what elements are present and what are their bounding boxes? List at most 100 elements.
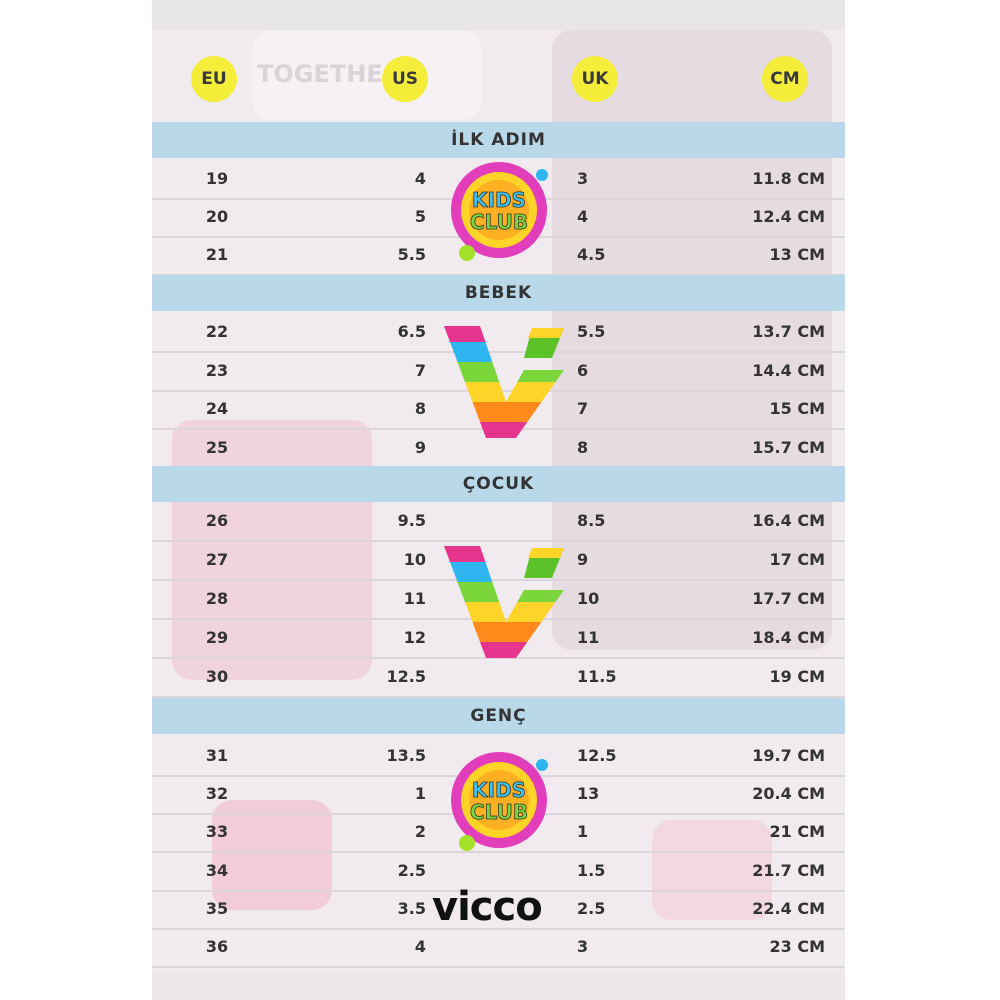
- uk-size: 1.5: [577, 860, 606, 880]
- cm-length: 22.4 CM: [752, 898, 825, 918]
- section-title: İLK ADIM: [451, 130, 546, 150]
- table-row: 30 12.5 11.5 19 CM: [152, 658, 845, 698]
- svg-text:CLUB: CLUB: [470, 800, 528, 824]
- us-size: 4: [414, 169, 426, 188]
- uk-size: 8: [577, 437, 589, 457]
- section-band: GENÇ: [152, 698, 845, 734]
- cm-length: 17.7 CM: [752, 589, 825, 608]
- eu-size: 31: [205, 746, 229, 765]
- section-band: İLK ADIM: [152, 122, 845, 158]
- section-band: ÇOCUK: [152, 466, 845, 502]
- section-title: GENÇ: [470, 706, 527, 726]
- size-chart: TOGETHE EU US UK CM 36 4 3 23 CM 35 3.5 2.5 22.…: [152, 0, 845, 1000]
- section-title: BEBEK: [464, 283, 533, 303]
- background-photo: [172, 420, 372, 680]
- us-size: 11: [403, 589, 426, 608]
- uk-size: 8.5: [577, 511, 606, 530]
- eu-size: 32: [205, 784, 229, 804]
- section-band: BEBEK: [152, 275, 845, 311]
- uk-size: 4.5: [577, 245, 606, 264]
- bottom-strip: [152, 970, 845, 1000]
- us-size: 9.5: [397, 511, 426, 530]
- cm-length: 16.4 CM: [752, 511, 825, 530]
- eu-size: 26: [205, 511, 229, 530]
- uk-size: 6: [577, 360, 589, 380]
- uk-size: 13: [577, 784, 600, 804]
- cm-length: 13.7 CM: [752, 322, 825, 341]
- table-row: 33 2 1 21 CM: [152, 813, 845, 854]
- us-size: 1: [414, 784, 426, 804]
- eu-size: 21: [205, 245, 229, 264]
- us-size: 13.5: [386, 746, 426, 765]
- cm-length: 21.7 CM: [752, 860, 825, 880]
- uk-size: 11.5: [577, 667, 617, 686]
- cm-length: 23 CM: [769, 937, 826, 956]
- cm-length: 20.4 CM: [752, 784, 825, 804]
- header-uk: UK: [572, 56, 618, 102]
- us-size: 2: [414, 822, 426, 842]
- cm-length: 21 CM: [769, 822, 826, 842]
- uk-size: 3: [577, 169, 589, 188]
- eu-size: 33: [205, 822, 229, 842]
- uk-size: 2.5: [577, 898, 606, 918]
- table-row: 26 9.5 8.5 16.4 CM: [152, 502, 845, 542]
- cm-length: 19 CM: [769, 667, 826, 686]
- table-row: 35 3.5 2.5 22.4 CM: [152, 890, 845, 930]
- us-size: 10: [403, 550, 426, 569]
- us-size: 6.5: [397, 322, 426, 341]
- table-row: 27 10 9 17 CM: [152, 541, 845, 581]
- uk-size: 3: [577, 937, 589, 956]
- uk-size: 12.5: [577, 746, 617, 765]
- uk-size: 11: [577, 628, 600, 647]
- eu-size: 30: [205, 667, 229, 686]
- svg-text:CLUB: CLUB: [470, 210, 528, 234]
- table-row: 34 2.5 1.5 21.7 CM: [152, 852, 845, 892]
- us-size: 5.5: [397, 245, 426, 264]
- cm-length: 12.4 CM: [752, 207, 825, 226]
- header-cm: CM: [762, 56, 808, 102]
- section-title: ÇOCUK: [462, 474, 535, 494]
- kids-club-logo: KIDS CLUB: [451, 752, 548, 851]
- us-size: 7: [414, 360, 426, 380]
- uk-size: 9: [577, 550, 589, 569]
- eu-size: 35: [205, 898, 229, 918]
- eu-size: 29: [205, 628, 229, 647]
- uk-size: 10: [577, 589, 600, 608]
- us-size: 3.5: [397, 898, 426, 918]
- table-row: 36 4 3 23 CM: [152, 928, 845, 968]
- us-size: 12.5: [386, 667, 426, 686]
- background-text: TOGETHE: [257, 60, 383, 88]
- us-size: 9: [414, 437, 426, 457]
- eu-size: 20: [205, 207, 229, 226]
- eu-size: 22: [205, 322, 229, 341]
- cm-length: 15 CM: [769, 399, 826, 418]
- cm-length: 19.7 CM: [752, 746, 825, 765]
- us-size: 8: [414, 399, 426, 418]
- us-size: 2.5: [397, 860, 426, 880]
- eu-size: 27: [205, 550, 229, 569]
- background-shoe: [212, 800, 332, 910]
- uk-size: 1: [577, 822, 589, 842]
- uk-size: 5.5: [577, 322, 606, 341]
- cm-length: 11.8 CM: [752, 169, 825, 188]
- top-strip: [152, 0, 845, 30]
- cm-length: 18.4 CM: [752, 628, 825, 647]
- eu-size: 23: [205, 360, 229, 380]
- header-us: US: [382, 56, 428, 102]
- cm-length: 14.4 CM: [752, 360, 825, 380]
- uk-size: 4: [577, 207, 589, 226]
- eu-size: 19: [205, 169, 229, 188]
- kids-club-logo: KIDS CLUB: [451, 162, 548, 261]
- cm-length: 15.7 CM: [752, 437, 825, 457]
- vicco-v-logo: [444, 326, 564, 438]
- us-size: 5: [414, 207, 426, 226]
- background-shirt: [252, 30, 482, 120]
- cm-length: 13 CM: [769, 245, 826, 264]
- svg-text:KIDS: KIDS: [472, 188, 526, 212]
- us-size: 12: [403, 628, 426, 647]
- eu-size: 24: [205, 399, 229, 418]
- background-shoe: [652, 820, 772, 920]
- eu-size: 28: [205, 589, 229, 608]
- svg-text:KIDS: KIDS: [472, 778, 526, 802]
- eu-size: 36: [205, 937, 229, 956]
